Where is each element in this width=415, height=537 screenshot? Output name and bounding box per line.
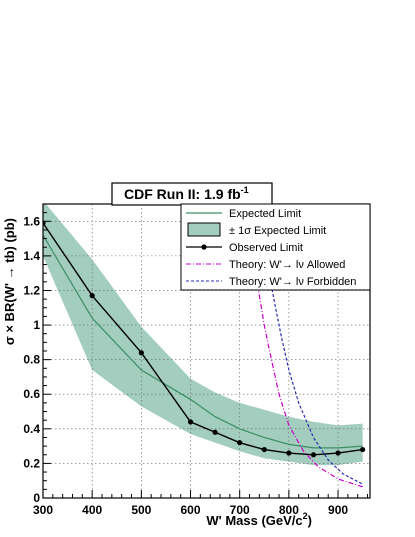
y-axis-title: σ × BR(W' → tb) (pb): [2, 218, 17, 345]
y-tick-label: 1.2: [23, 283, 40, 297]
observed-point: [360, 446, 366, 453]
observed-point: [89, 293, 95, 299]
y-tick-label: 1: [33, 318, 40, 332]
chart-title: CDF Run II: 1.9 fb-1: [124, 185, 249, 202]
y-tick-label: 0: [33, 491, 40, 505]
axis-ticks: 300 400 500 600 700 800 900 0 0.2 0.4 0.6 0.8 1 1.2 1.…: [23, 203, 369, 517]
observed-point: [286, 450, 292, 456]
x-tick-label: 900: [328, 503, 348, 517]
observed-point: [310, 452, 317, 458]
legend-label-allowed: Theory: W'→ lν Allowed: [229, 259, 345, 271]
series-line-3: [257, 204, 363, 485]
legend-swatch-observed-marker: [201, 244, 207, 250]
legend: Expected Limit ± 1σ Expected Limit Obser…: [180, 203, 371, 291]
x-tick-label: 600: [181, 503, 201, 517]
y-tick-label: 0.6: [23, 387, 40, 401]
observed-point: [335, 450, 341, 456]
x-tick-label: 400: [82, 503, 102, 517]
x-tick-label: 500: [131, 503, 151, 517]
y-tick-label: 1.4: [23, 249, 40, 263]
series-line-0: [43, 234, 363, 449]
legend-label-band: ± 1σ Expected Limit: [229, 225, 326, 237]
y-tick-label: 0.8: [23, 353, 40, 367]
x-tick-label: 300: [33, 503, 53, 517]
observed-point: [261, 446, 267, 453]
x-tick-label: 800: [279, 503, 299, 517]
observed-point: [138, 350, 144, 356]
legend-label-forbidden: Theory: W'→ lν Forbidden: [229, 276, 356, 288]
y-tick-label: 1.6: [23, 214, 40, 228]
observed-point: [237, 440, 243, 446]
x-tick-label: 700: [230, 503, 250, 517]
y-tick-label: 0.2: [23, 456, 40, 470]
legend-label-observed: Observed Limit: [229, 242, 303, 254]
legend-swatch-band: [187, 222, 221, 237]
legend-label-expected: Expected Limit: [229, 208, 301, 220]
observed-point: [212, 429, 218, 435]
observed-point: [187, 419, 194, 425]
x-axis-title: W' Mass (GeV/c2): [206, 511, 312, 528]
y-tick-label: 0.4: [23, 422, 40, 436]
